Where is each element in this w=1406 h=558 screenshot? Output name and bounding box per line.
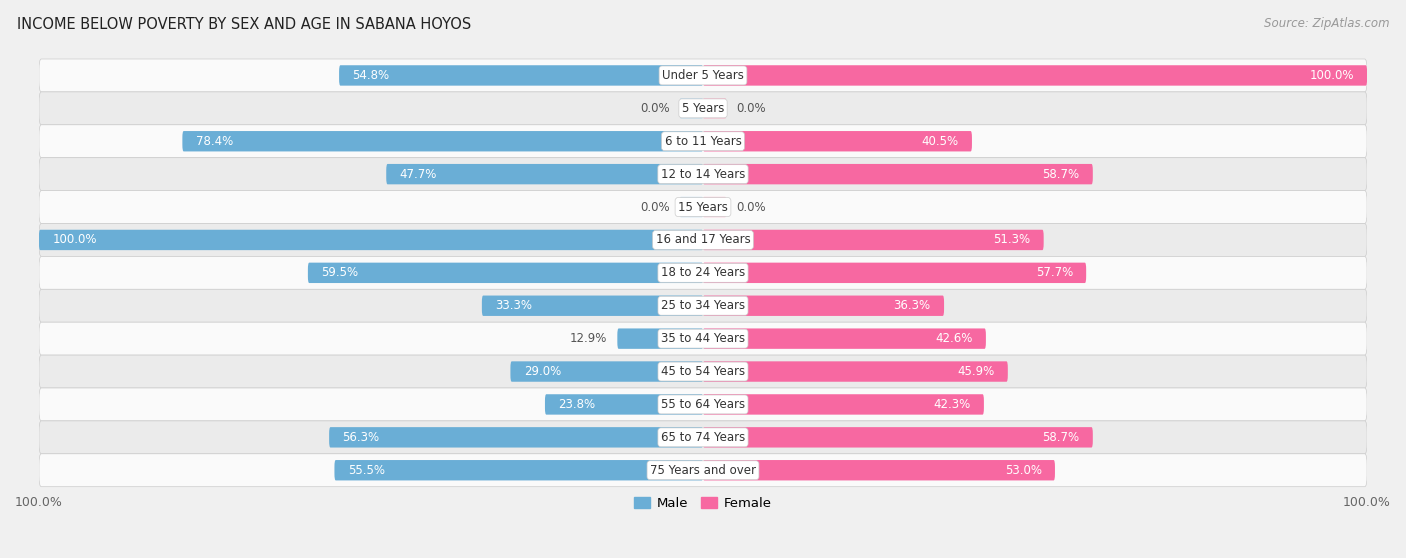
Text: Under 5 Years: Under 5 Years [662,69,744,82]
FancyBboxPatch shape [183,131,703,151]
FancyBboxPatch shape [39,421,1367,454]
Text: 5 Years: 5 Years [682,102,724,115]
Text: 100.0%: 100.0% [1309,69,1354,82]
Text: 42.3%: 42.3% [934,398,970,411]
FancyBboxPatch shape [510,362,703,382]
FancyBboxPatch shape [39,92,1367,125]
FancyBboxPatch shape [39,59,1367,92]
Text: 0.0%: 0.0% [640,200,669,214]
FancyBboxPatch shape [703,263,1087,283]
FancyBboxPatch shape [703,197,727,217]
Text: 56.3%: 56.3% [343,431,380,444]
FancyBboxPatch shape [387,164,703,184]
Text: 18 to 24 Years: 18 to 24 Years [661,266,745,280]
FancyBboxPatch shape [39,224,1367,256]
FancyBboxPatch shape [679,197,703,217]
FancyBboxPatch shape [39,158,1367,191]
Text: 0.0%: 0.0% [640,102,669,115]
Text: 40.5%: 40.5% [921,134,959,148]
Text: 78.4%: 78.4% [195,134,233,148]
FancyBboxPatch shape [703,395,984,415]
FancyBboxPatch shape [39,289,1367,322]
Text: 51.3%: 51.3% [993,233,1031,247]
Text: Source: ZipAtlas.com: Source: ZipAtlas.com [1264,17,1389,30]
Text: INCOME BELOW POVERTY BY SEX AND AGE IN SABANA HOYOS: INCOME BELOW POVERTY BY SEX AND AGE IN S… [17,17,471,32]
FancyBboxPatch shape [703,164,1092,184]
FancyBboxPatch shape [308,263,703,283]
Text: 0.0%: 0.0% [737,102,766,115]
FancyBboxPatch shape [39,256,1367,289]
FancyBboxPatch shape [703,131,972,151]
FancyBboxPatch shape [482,296,703,316]
FancyBboxPatch shape [546,395,703,415]
FancyBboxPatch shape [703,98,727,118]
Text: 35 to 44 Years: 35 to 44 Years [661,332,745,345]
FancyBboxPatch shape [39,454,1367,487]
Text: 47.7%: 47.7% [399,167,437,181]
Legend: Male, Female: Male, Female [628,492,778,516]
Text: 33.3%: 33.3% [495,299,531,312]
Text: 55.5%: 55.5% [347,464,385,477]
Text: 12.9%: 12.9% [569,332,607,345]
Text: 57.7%: 57.7% [1036,266,1073,280]
Text: 55 to 64 Years: 55 to 64 Years [661,398,745,411]
Text: 65 to 74 Years: 65 to 74 Years [661,431,745,444]
Text: 58.7%: 58.7% [1042,431,1080,444]
Text: 16 and 17 Years: 16 and 17 Years [655,233,751,247]
FancyBboxPatch shape [617,329,703,349]
FancyBboxPatch shape [339,65,703,85]
FancyBboxPatch shape [39,230,703,250]
Text: 100.0%: 100.0% [52,233,97,247]
Text: 15 Years: 15 Years [678,200,728,214]
FancyBboxPatch shape [703,296,943,316]
Text: 12 to 14 Years: 12 to 14 Years [661,167,745,181]
FancyBboxPatch shape [39,125,1367,158]
Text: 36.3%: 36.3% [894,299,931,312]
FancyBboxPatch shape [679,98,703,118]
Text: 45 to 54 Years: 45 to 54 Years [661,365,745,378]
Text: 29.0%: 29.0% [523,365,561,378]
Text: 23.8%: 23.8% [558,398,595,411]
FancyBboxPatch shape [703,427,1092,448]
FancyBboxPatch shape [335,460,703,480]
FancyBboxPatch shape [703,65,1367,85]
Text: 75 Years and over: 75 Years and over [650,464,756,477]
Text: 54.8%: 54.8% [353,69,389,82]
Text: 42.6%: 42.6% [935,332,973,345]
FancyBboxPatch shape [703,230,1043,250]
FancyBboxPatch shape [39,388,1367,421]
FancyBboxPatch shape [329,427,703,448]
Text: 59.5%: 59.5% [321,266,359,280]
Text: 0.0%: 0.0% [737,200,766,214]
Text: 58.7%: 58.7% [1042,167,1080,181]
FancyBboxPatch shape [703,362,1008,382]
FancyBboxPatch shape [39,322,1367,355]
FancyBboxPatch shape [703,329,986,349]
FancyBboxPatch shape [703,460,1054,480]
FancyBboxPatch shape [39,191,1367,224]
Text: 53.0%: 53.0% [1005,464,1042,477]
Text: 45.9%: 45.9% [957,365,994,378]
Text: 6 to 11 Years: 6 to 11 Years [665,134,741,148]
FancyBboxPatch shape [39,355,1367,388]
Text: 25 to 34 Years: 25 to 34 Years [661,299,745,312]
